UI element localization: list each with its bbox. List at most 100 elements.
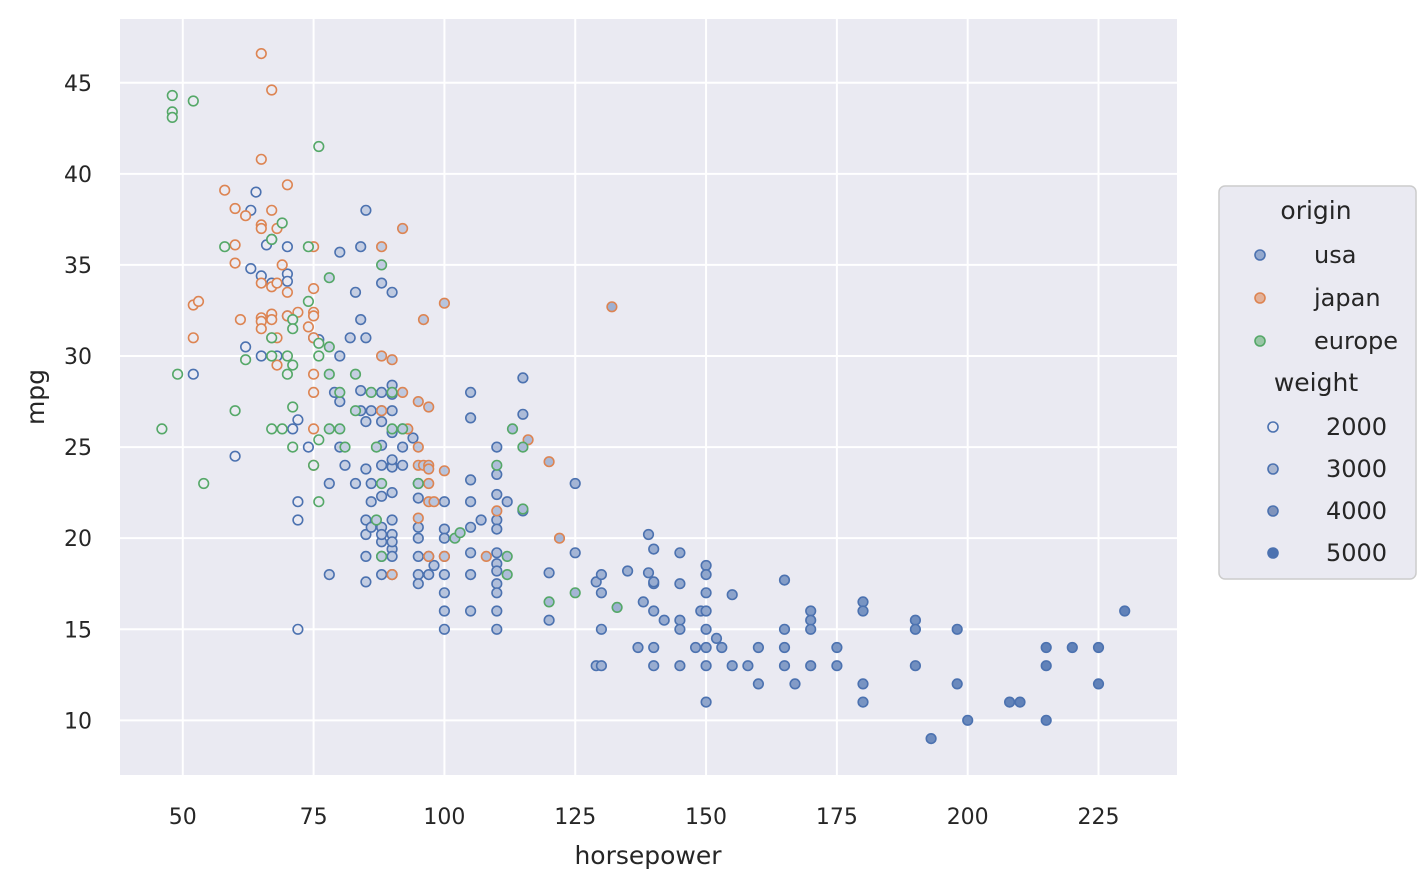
data-point [438,523,451,535]
data-point [951,678,963,690]
data-point [334,246,346,258]
data-point [710,632,723,645]
data-point [595,623,608,635]
data-point [355,314,367,326]
data-point [376,490,388,502]
data-point [1014,696,1026,708]
data-point [360,204,372,216]
data-point [674,547,686,559]
legend-size-title: weight [1274,368,1358,397]
legend-weight-marker [1267,463,1279,475]
data-point [386,386,398,399]
data-point [778,623,791,635]
data-point [187,332,199,344]
data-point [266,332,278,344]
data-point [438,623,451,635]
data-point [360,416,372,428]
data-point [323,423,335,435]
data-point [240,354,252,366]
data-point [1040,660,1052,672]
data-point [465,521,477,533]
y-tick-label: 20 [64,527,92,552]
data-point [376,386,388,399]
data-point [376,568,388,581]
y-tick-label: 25 [64,436,92,461]
data-point [454,527,466,539]
data-point [266,233,278,245]
data-point [726,660,738,672]
data-point [339,459,351,471]
data-point [648,641,660,654]
data-point [360,550,372,563]
data-point [543,596,555,608]
legend-weight-label: 4000 [1326,497,1387,525]
data-point [491,488,503,501]
data-point [376,550,388,563]
data-point [386,568,398,581]
x-tick-label: 225 [1078,805,1120,830]
series-usa [187,186,1131,745]
data-point [271,277,283,289]
y-tick-label: 35 [64,254,92,279]
data-point [397,222,409,235]
data-point [229,239,241,251]
data-point [1066,641,1078,654]
data-point [778,641,791,654]
data-point [302,295,315,308]
data-point [674,578,686,590]
data-point [323,272,335,284]
data-point [276,217,288,229]
y-tick-labels: 10 15 20 25 30 35 40 45 [64,72,92,735]
data-point [281,350,294,362]
data-point [491,623,503,635]
data-point [642,567,655,579]
data-point [308,310,320,322]
data-point [302,441,315,453]
data-point [423,550,435,563]
data-point [726,589,738,601]
data-point [397,423,409,435]
data-point [909,614,922,626]
data-point [648,660,660,672]
data-point [281,286,294,298]
data-point [255,350,267,362]
data-point [313,434,325,446]
data-point [465,412,477,424]
data-point [412,492,424,504]
data-point [438,532,451,544]
data-point [689,641,702,654]
data-point [276,423,288,435]
data-point [501,496,513,508]
legend-weight-marker [1267,421,1279,433]
data-point [1092,641,1105,654]
data-point [313,337,325,349]
data-point [423,463,435,475]
x-tick-label: 150 [685,805,727,830]
data-point [438,465,451,477]
data-point [648,543,660,555]
legend-hue-title: origin [1280,196,1351,225]
data-point [386,536,398,548]
data-point [376,259,388,271]
data-point [632,641,644,654]
data-point [360,332,372,344]
data-point [925,732,937,745]
data-point [308,459,320,471]
data-point [308,283,320,295]
legend: origin usa japan europe weight 2000 3000 400… [1218,185,1417,580]
data-point [281,275,294,287]
data-point [323,568,335,581]
data-point [281,179,294,191]
data-point [166,89,178,102]
data-point [412,521,424,533]
series-europe [156,89,623,614]
data-point [569,477,581,490]
data-point [365,477,377,490]
data-point [292,496,304,508]
data-point [674,614,686,626]
data-point [909,660,922,672]
legend-hue-entries: usa japan europe [1254,241,1398,355]
data-point [491,605,503,617]
data-point [281,368,294,380]
